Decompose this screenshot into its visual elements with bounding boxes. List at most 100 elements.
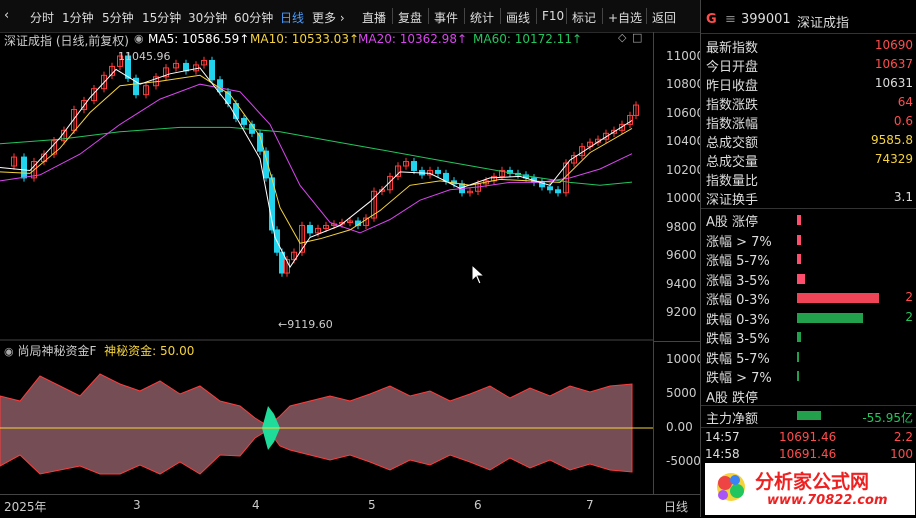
dist-label: 跌幅 0-3% bbox=[706, 312, 770, 328]
ma5-line bbox=[0, 67, 633, 269]
stat-value: 0.6 bbox=[893, 114, 913, 128]
dist-bar bbox=[797, 371, 799, 381]
dist-label: 跌幅 5-7% bbox=[706, 351, 770, 367]
y-tick: 10600 bbox=[666, 106, 705, 120]
dist-label: 涨幅 > 7% bbox=[706, 234, 772, 250]
tool-live[interactable]: 直播 bbox=[362, 11, 387, 25]
ma10-label: MA10: 10533.03↑ bbox=[250, 32, 360, 46]
candles bbox=[11, 52, 639, 277]
tick-volume: 2.2 bbox=[893, 430, 913, 444]
period-toolbar: ‹ 分时 1分钟 5分钟 15分钟 30分钟 60分钟 日线 更多 › 直播 复… bbox=[0, 0, 700, 33]
logo-text: 分析家公式网 bbox=[755, 471, 870, 493]
dist-bar bbox=[797, 215, 801, 225]
x-tick: 7 bbox=[586, 498, 594, 512]
period-tab-intraday[interactable]: 分时 bbox=[30, 11, 55, 25]
stat-label: 指数涨幅 bbox=[706, 117, 759, 132]
net-flow-label: 主力净额 bbox=[706, 412, 759, 427]
period-tab-daily[interactable]: 日线 bbox=[280, 11, 305, 25]
period-tab-5min[interactable]: 5分钟 bbox=[102, 11, 134, 25]
stat-label: 深证换手 bbox=[706, 193, 759, 208]
dist-bar bbox=[797, 351, 799, 362]
dist-label: A股 涨停 bbox=[706, 215, 759, 230]
tool-draw[interactable]: 画线 bbox=[506, 11, 531, 25]
dist-bar bbox=[797, 254, 801, 264]
x-axis: 2025年 3 4 5 6 7 日线 bbox=[0, 494, 700, 518]
tool-back[interactable]: 返回 bbox=[652, 11, 677, 25]
net-flow-bar bbox=[797, 411, 821, 420]
dist-bar bbox=[797, 293, 879, 303]
ma60-line bbox=[0, 126, 633, 186]
x-tick: 4 bbox=[252, 498, 260, 512]
stat-value: 3.1 bbox=[893, 190, 913, 204]
y-tick: 9200 bbox=[666, 305, 697, 319]
dist-value: 2 bbox=[905, 309, 913, 324]
stat-value: 74329 bbox=[874, 152, 913, 166]
dist-label: A股 跌停 bbox=[706, 390, 759, 406]
ind-y-tick: 0.00 bbox=[666, 420, 693, 434]
logo-url: www.70822.com bbox=[767, 493, 888, 508]
tool-add-watch[interactable]: +自选 bbox=[608, 11, 643, 25]
tool-mark[interactable]: 标记 bbox=[572, 11, 597, 25]
tick-time: 14:57 bbox=[705, 430, 740, 444]
net-flow-value: -55.95亿 bbox=[862, 411, 913, 425]
dist-value: 2 bbox=[905, 290, 913, 304]
period-tab-15min[interactable]: 15分钟 bbox=[142, 11, 182, 25]
stat-label: 指数涨跌 bbox=[706, 98, 759, 113]
period-label: 日线 bbox=[664, 500, 689, 514]
index-code: 399001 bbox=[741, 12, 791, 27]
mouse-cursor-icon bbox=[471, 263, 486, 285]
dist-label: 跌幅 3-5% bbox=[706, 332, 770, 347]
tool-review[interactable]: 复盘 bbox=[398, 11, 423, 25]
menu-icon[interactable]: ≡ bbox=[725, 12, 736, 27]
expand-icon[interactable]: ◇ bbox=[618, 31, 627, 44]
stat-value: 10690 bbox=[874, 38, 913, 52]
period-tab-60min[interactable]: 60分钟 bbox=[234, 11, 274, 25]
site-logo: 分析家公式网 www.70822.com bbox=[705, 463, 915, 515]
tick-price: 10691.46 bbox=[779, 430, 837, 444]
indicator-settings-icon[interactable]: ◉ bbox=[4, 345, 14, 358]
stat-value: 64 bbox=[897, 95, 913, 109]
stat-label: 今日开盘 bbox=[706, 60, 759, 75]
low-label: ←9119.60 bbox=[278, 318, 333, 331]
ma10-line bbox=[0, 74, 633, 244]
stat-label: 总成交量 bbox=[706, 155, 759, 170]
dist-bar bbox=[797, 234, 801, 245]
ma5-label: MA5: 10586.59↑ bbox=[148, 32, 250, 46]
y-tick: 11000 bbox=[666, 49, 705, 63]
tool-stats[interactable]: 统计 bbox=[470, 11, 495, 25]
stat-value: 10631 bbox=[874, 76, 913, 90]
dist-label: 涨幅 5-7% bbox=[706, 254, 770, 269]
stat-label: 最新指数 bbox=[706, 41, 759, 56]
y-tick: 9600 bbox=[666, 248, 697, 262]
collapse-icon[interactable]: ‹ bbox=[4, 8, 10, 23]
indicator-chart[interactable] bbox=[0, 356, 653, 494]
tool-f10[interactable]: F10 bbox=[542, 9, 565, 23]
x-tick: 6 bbox=[474, 498, 482, 512]
dist-bar bbox=[797, 332, 801, 342]
tick-time: 14:58 bbox=[705, 447, 740, 461]
dist-bar bbox=[797, 312, 863, 323]
y-tick: 9400 bbox=[666, 277, 697, 291]
indicator-value: 神秘资金: 50.00 bbox=[104, 344, 195, 358]
y-tick: 10800 bbox=[666, 77, 705, 91]
period-tab-more[interactable]: 更多 › bbox=[312, 11, 345, 25]
settings-icon[interactable]: ◉ bbox=[134, 32, 144, 45]
ind-y-tick: 10000 bbox=[666, 352, 705, 366]
index-name: 深证成指 bbox=[797, 16, 850, 31]
stat-label: 总成交额 bbox=[706, 136, 759, 151]
x-tick: 5 bbox=[368, 498, 376, 512]
close-icon[interactable]: □ bbox=[632, 31, 643, 44]
quote-panel: G ≡ 399001 深证成指 最新指数 10690 今日开盘 10637 昨日收盘 10… bbox=[700, 0, 916, 517]
quote-header: G ≡ 399001 深证成指 bbox=[701, 6, 916, 32]
indicator-area bbox=[0, 373, 633, 475]
x-tick: 3 bbox=[133, 498, 141, 512]
dist-label: 涨幅 3-5% bbox=[706, 273, 770, 289]
period-tab-1min[interactable]: 1分钟 bbox=[62, 11, 94, 25]
tool-events[interactable]: 事件 bbox=[434, 11, 459, 25]
period-tab-30min[interactable]: 30分钟 bbox=[188, 11, 228, 25]
dist-label: 涨幅 0-3% bbox=[706, 293, 770, 308]
high-label: 11045.96 bbox=[118, 50, 171, 63]
candlestick-chart[interactable]: 11045.96 ←9119.60 bbox=[0, 46, 653, 341]
x-tick: 2025年 bbox=[4, 500, 47, 514]
indicator-name: 尚局神秘资金F bbox=[17, 344, 97, 358]
